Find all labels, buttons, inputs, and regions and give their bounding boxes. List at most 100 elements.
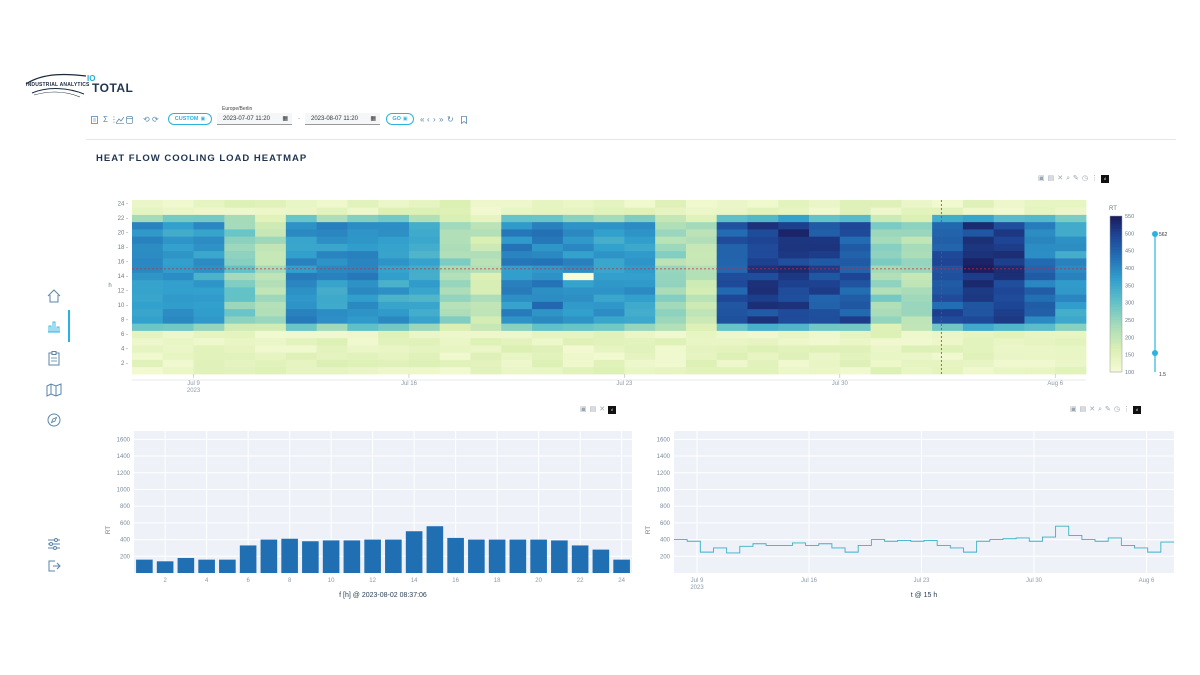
heatmap-cell [439, 366, 471, 375]
heatmap-cell [716, 345, 748, 353]
heatmap-cell [562, 337, 595, 346]
heatmap-cell [255, 221, 287, 230]
heatmap-cell [839, 359, 871, 368]
redo-icon[interactable]: ⟳ [152, 115, 159, 124]
skip-forward-icon[interactable]: » [439, 115, 444, 124]
heatmap-cell [132, 352, 164, 360]
clipboard-icon[interactable] [46, 350, 62, 366]
heatmap-cell [809, 229, 841, 237]
more-vert-icon[interactable]: ⋮ [1123, 406, 1131, 413]
reset-icon[interactable]: ◷ [1113, 406, 1121, 413]
colorbar-segment [1110, 262, 1122, 266]
compass-icon[interactable] [46, 412, 62, 428]
fullscreen-icon[interactable]: ▤ [1079, 406, 1087, 413]
more-vert-icon[interactable]: ⋮ [110, 115, 118, 124]
heatmap-cell [255, 352, 287, 360]
calendar-icon[interactable]: ▦ [282, 116, 288, 122]
heatmap-cell [470, 294, 502, 302]
heatmap-cell [809, 337, 841, 346]
home-icon[interactable] [46, 288, 62, 304]
autoscale-icon[interactable]: ✕ [1089, 406, 1096, 413]
step-forward-icon[interactable]: › [433, 115, 436, 124]
skip-back-icon[interactable]: « [420, 115, 425, 124]
heatmap-cell [747, 337, 779, 346]
colorbar-tick: 250 [1125, 318, 1134, 324]
heatmap-cell [378, 229, 410, 237]
autoscale-icon[interactable]: ✕ [1057, 175, 1064, 182]
heatmap-cell [685, 279, 718, 288]
step-back-icon[interactable]: ‹ [427, 115, 430, 124]
database-icon[interactable] [126, 115, 133, 126]
heatmap-cell [470, 243, 502, 252]
heatmap-cell [962, 207, 995, 215]
heatmap-cell [408, 229, 441, 237]
heatmap-cell [255, 308, 287, 317]
pan-icon[interactable]: ✎ [1105, 406, 1111, 413]
pan-icon[interactable]: ✎ [1073, 175, 1079, 182]
heatmap-cell [809, 359, 841, 368]
heatmap-cell [993, 294, 1025, 302]
go-button[interactable]: GO ▣ [386, 113, 414, 125]
heatmap-y-tick: 16 - [118, 260, 128, 266]
heatmap-cell [1055, 221, 1087, 230]
colorbar-segment [1110, 346, 1122, 349]
heatmap-cell [932, 236, 964, 244]
camera-icon[interactable]: ▣ [1038, 175, 1045, 182]
heatmap-cell [993, 337, 1025, 346]
heatmap-cell [532, 345, 564, 353]
plotly-logo-icon[interactable]: ıl [1133, 405, 1142, 414]
start-date-input[interactable]: 2023-07-07 11:20 ▦ [217, 113, 292, 125]
camera-icon[interactable]: ▣ [580, 406, 587, 413]
heatmap-cell [685, 200, 718, 208]
heatmap-cell [162, 359, 194, 368]
document-icon[interactable] [91, 116, 98, 126]
heatmap-cell [716, 207, 748, 215]
heatmap-cell [716, 229, 748, 237]
end-date-input[interactable]: 2023-08-07 11:20 ▦ [305, 113, 380, 125]
heatmap-cell [193, 316, 225, 324]
line-x-tick: Jul 30 [1026, 578, 1043, 584]
heatmap-cell [470, 316, 502, 324]
sum-icon[interactable]: Σ [103, 115, 108, 124]
more-vert-icon[interactable]: ⋮ [1091, 175, 1099, 182]
heatmap-cell [347, 316, 379, 324]
camera-icon[interactable]: ▣ [1070, 406, 1077, 413]
heatmap-cell [932, 214, 964, 223]
colorbar-segment [1110, 216, 1122, 219]
heatmap-cell [532, 294, 564, 302]
heatmap-y-tick: 14 - [118, 274, 128, 280]
plotly-logo-icon[interactable]: ıl [608, 405, 617, 414]
bookmark-icon[interactable] [461, 116, 467, 126]
cooling-load-heatmap[interactable]: h 2 - 4 - 6 - 8 - 10 - 12 - 14 - 16 - 18 - 20 - 22 … [100, 196, 1180, 406]
range-mode-button[interactable]: CUSTOM ▣ [168, 113, 212, 125]
heatmap-cell [501, 337, 533, 346]
fullscreen-icon[interactable]: ▤ [1047, 175, 1055, 182]
zoom-icon[interactable]: ⌕ [1066, 175, 1071, 182]
bar-chart-icon[interactable] [46, 318, 62, 334]
colorbar-tick: 200 [1125, 335, 1134, 341]
map-icon[interactable] [46, 382, 62, 398]
heatmap-cell [870, 294, 902, 302]
sliders-icon[interactable] [46, 536, 62, 552]
heatmap-cell [993, 359, 1025, 368]
heatmap-cell [1055, 294, 1087, 302]
refresh-icon[interactable]: ↻ [447, 115, 454, 124]
reset-icon[interactable]: ◷ [1081, 175, 1089, 182]
calendar-icon[interactable]: ▦ [370, 116, 376, 122]
undo-icon[interactable]: ⟲ [143, 115, 150, 124]
logout-icon[interactable] [46, 558, 62, 574]
line-chart-icon[interactable] [115, 116, 125, 126]
fullscreen-icon[interactable]: ▤ [589, 406, 597, 413]
toolbar-divider [86, 139, 1176, 140]
heatmap-cell [747, 352, 779, 360]
heatmap-cell [1055, 272, 1087, 281]
heatmap-cell [562, 294, 595, 302]
heatmap-cell [532, 352, 564, 360]
zoom-icon[interactable]: ⌕ [1098, 406, 1103, 413]
colorbar-segment [1110, 291, 1122, 295]
autoscale-icon[interactable]: ✕ [599, 406, 606, 413]
plotly-logo-icon[interactable]: ıl [1101, 174, 1110, 183]
heatmap-cell [624, 359, 656, 368]
